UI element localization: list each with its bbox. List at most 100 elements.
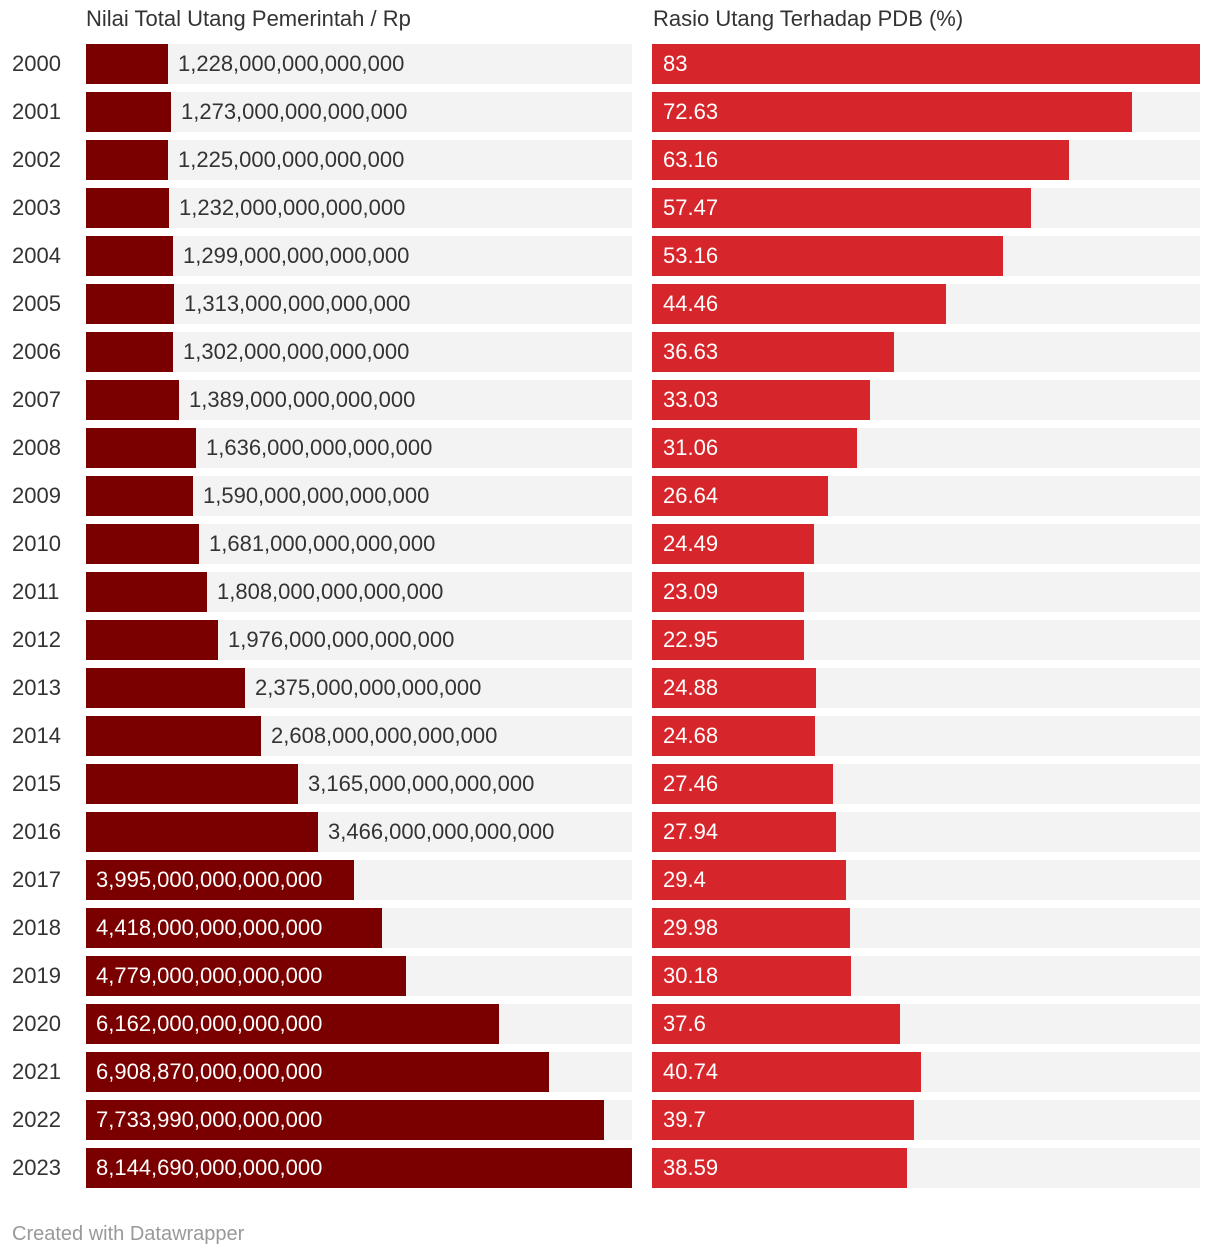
debt-value-bar [86, 620, 218, 660]
debt-value-label: 1,273,000,000,000,000 [181, 99, 408, 124]
year-label: 2004 [12, 243, 61, 268]
debt-value-bar [86, 332, 173, 372]
debt-value-label: 7,733,990,000,000,000 [96, 1107, 323, 1132]
left-bar-track [86, 188, 632, 228]
debt-value-label: 2,608,000,000,000,000 [271, 723, 498, 748]
debt-ratio-bar [652, 188, 1031, 228]
debt-value-bar [86, 236, 173, 276]
debt-ratio-label: 44.46 [663, 291, 719, 316]
debt-ratio-bar [652, 524, 814, 564]
debt-ratio-bar [652, 44, 1200, 84]
debt-ratio-bar [652, 764, 833, 804]
debt-value-label: 1,636,000,000,000,000 [206, 435, 433, 460]
debt-ratio-label: 83 [663, 51, 688, 76]
year-label: 2017 [12, 867, 61, 892]
debt-ratio-bar [652, 812, 836, 852]
left-column-title: Nilai Total Utang Pemerintah / Rp [86, 6, 411, 31]
debt-value-bar [86, 284, 174, 324]
year-label: 2011 [12, 579, 60, 604]
debt-ratio-label: 29.4 [663, 867, 706, 892]
debt-ratio-bar [652, 284, 946, 324]
year-label: 2000 [12, 51, 61, 76]
debt-value-label: 1,976,000,000,000,000 [228, 627, 455, 652]
year-label: 2018 [12, 915, 61, 940]
debt-value-label: 1,590,000,000,000,000 [203, 483, 430, 508]
debt-value-bar [86, 956, 406, 996]
debt-ratio-bar [652, 908, 850, 948]
year-label: 2010 [12, 531, 61, 556]
debt-ratio-label: 24.88 [663, 675, 719, 700]
left-bar-track [86, 44, 632, 84]
left-bar-track [86, 92, 632, 132]
debt-value-bar [86, 380, 179, 420]
debt-ratio-label: 72.63 [663, 99, 719, 124]
debt-value-label: 1,228,000,000,000,000 [178, 51, 405, 76]
debt-ratio-bar [652, 716, 815, 756]
debt-value-label: 4,418,000,000,000,000 [96, 915, 323, 940]
debt-ratio-bar [652, 860, 846, 900]
debt-value-bar [86, 764, 298, 804]
debt-value-bar [86, 188, 169, 228]
right-column-title: Rasio Utang Terhadap PDB (%) [653, 6, 964, 31]
debt-value-bar [86, 860, 354, 900]
debt-ratio-label: 30.18 [663, 963, 719, 988]
year-label: 2013 [12, 675, 61, 700]
debt-value-label: 4,779,000,000,000,000 [96, 963, 323, 988]
debt-value-bar [86, 1004, 499, 1044]
debt-value-bar [86, 1148, 632, 1188]
debt-ratio-bar [652, 92, 1132, 132]
debt-value-bar [86, 140, 168, 180]
debt-value-bar [86, 476, 193, 516]
debt-ratio-label: 27.46 [663, 771, 719, 796]
debt-value-bar [86, 44, 168, 84]
debt-ratio-label: 24.68 [663, 723, 719, 748]
debt-ratio-label: 40.74 [663, 1059, 719, 1084]
debt-value-bar [86, 908, 382, 948]
debt-ratio-bar [652, 332, 894, 372]
debt-ratio-label: 63.16 [663, 147, 719, 172]
datawrapper-credit: Created with Datawrapper [12, 1223, 245, 1245]
left-bar-track [86, 236, 632, 276]
debt-ratio-bar [652, 668, 816, 708]
debt-ratio-label: 39.7 [663, 1107, 706, 1132]
debt-ratio-bar [652, 956, 851, 996]
debt-ratio-label: 29.98 [663, 915, 719, 940]
debt-value-bar [86, 1100, 604, 1140]
debt-value-bar [86, 572, 207, 612]
debt-ratio-bar [652, 1148, 907, 1188]
debt-value-label: 1,313,000,000,000,000 [184, 291, 411, 316]
left-bar-track [86, 332, 632, 372]
debt-value-label: 6,162,000,000,000,000 [96, 1011, 323, 1036]
debt-ratio-bar [652, 140, 1069, 180]
left-bar-track [86, 140, 632, 180]
debt-value-label: 3,165,000,000,000,000 [308, 771, 535, 796]
debt-ratio-label: 57.47 [663, 195, 719, 220]
debt-ratio-bar [652, 1100, 914, 1140]
debt-ratio-bar [652, 620, 804, 660]
debt-ratio-label: 31.06 [663, 435, 719, 460]
debt-ratio-label: 27.94 [663, 819, 719, 844]
year-label: 2006 [12, 339, 61, 364]
debt-ratio-label: 26.64 [663, 483, 719, 508]
left-bar-track [86, 284, 632, 324]
year-label: 2007 [12, 387, 61, 412]
year-label: 2019 [12, 963, 61, 988]
year-label: 2002 [12, 147, 61, 172]
debt-ratio-label: 23.09 [663, 579, 719, 604]
debt-value-label: 1,808,000,000,000,000 [217, 579, 444, 604]
debt-ratio-bar [652, 476, 828, 516]
year-label: 2020 [12, 1011, 61, 1036]
year-label: 2022 [12, 1107, 61, 1132]
debt-ratio-bar [652, 1004, 900, 1044]
debt-value-label: 3,995,000,000,000,000 [96, 867, 323, 892]
debt-ratio-label: 22.95 [663, 627, 719, 652]
year-label: 2015 [12, 771, 61, 796]
debt-value-bar [86, 812, 318, 852]
year-label: 2005 [12, 291, 61, 316]
year-label: 2021 [12, 1059, 61, 1084]
debt-ratio-bar [652, 236, 1003, 276]
year-label: 2014 [12, 723, 61, 748]
debt-ratio-label: 53.16 [663, 243, 719, 268]
debt-value-label: 1,389,000,000,000,000 [189, 387, 416, 412]
debt-value-label: 2,375,000,000,000,000 [255, 675, 482, 700]
